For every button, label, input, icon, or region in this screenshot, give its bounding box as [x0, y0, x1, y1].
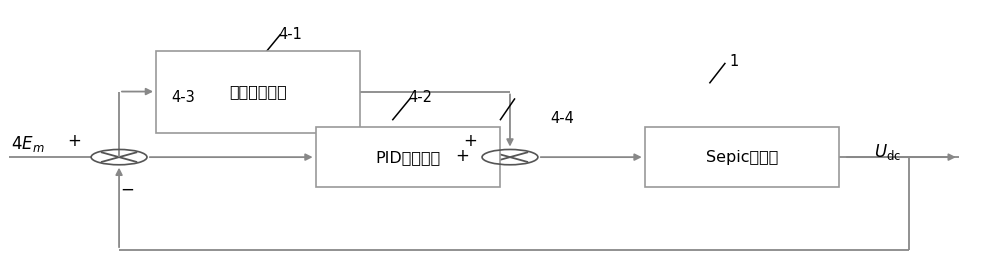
Bar	[316, 127, 500, 187]
Text: 4-2: 4-2	[408, 89, 432, 105]
Text: 前馈控制模块: 前馈控制模块	[229, 84, 287, 99]
Text: PID控制模块: PID控制模块	[375, 150, 440, 164]
Text: 4-3: 4-3	[171, 89, 195, 105]
Text: $U_{\mathrm{dc}}$: $U_{\mathrm{dc}}$	[874, 142, 901, 162]
Text: Sepic变换器: Sepic变换器	[706, 150, 778, 164]
Text: −: −	[120, 181, 134, 199]
Text: $4E_m$: $4E_m$	[11, 134, 45, 154]
Text: +: +	[463, 132, 477, 150]
Text: +: +	[67, 132, 81, 150]
Bar	[645, 127, 839, 187]
Text: 4-1: 4-1	[279, 27, 303, 42]
Text: 4-4: 4-4	[550, 112, 574, 126]
Bar	[156, 51, 360, 132]
Text: 1: 1	[730, 54, 739, 69]
Text: +: +	[455, 147, 469, 165]
